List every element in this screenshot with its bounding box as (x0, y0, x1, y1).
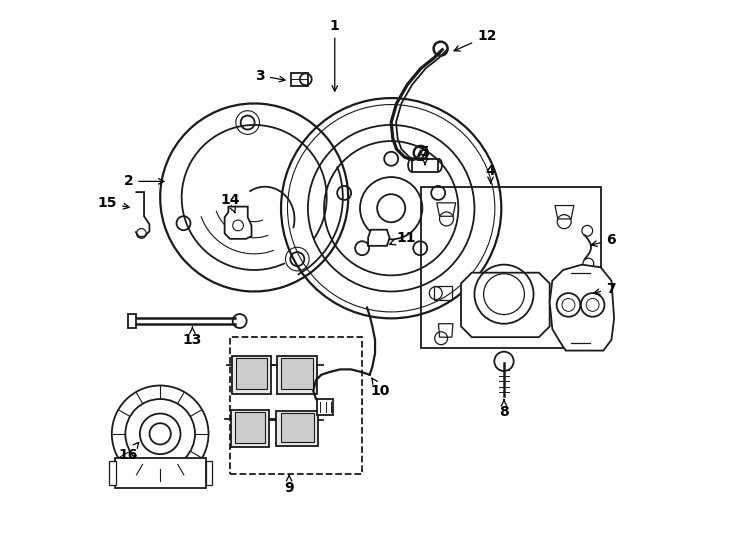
Bar (421, 187, 600, 348)
Polygon shape (236, 358, 266, 389)
Polygon shape (136, 192, 150, 237)
Text: 15: 15 (98, 196, 129, 210)
Text: 12: 12 (454, 29, 497, 51)
Polygon shape (280, 413, 314, 442)
Text: 5: 5 (420, 145, 430, 165)
Polygon shape (368, 230, 390, 246)
Polygon shape (235, 412, 265, 443)
Polygon shape (225, 207, 252, 239)
Polygon shape (317, 399, 333, 415)
Bar (109, 461, 115, 485)
Text: 4: 4 (486, 164, 495, 183)
Text: 14: 14 (220, 193, 240, 213)
Bar (230, 337, 362, 474)
Polygon shape (281, 358, 313, 389)
Text: 13: 13 (183, 327, 202, 347)
Bar (206, 461, 212, 485)
Text: 10: 10 (371, 378, 390, 398)
Polygon shape (230, 410, 269, 447)
Text: 8: 8 (499, 400, 509, 420)
Text: 3: 3 (255, 69, 285, 83)
Polygon shape (461, 273, 550, 337)
Polygon shape (550, 265, 614, 350)
Text: 2: 2 (123, 174, 164, 188)
Polygon shape (232, 356, 271, 394)
Text: 7: 7 (594, 282, 616, 296)
Text: 16: 16 (118, 442, 139, 462)
Polygon shape (276, 411, 318, 446)
Bar (115, 458, 206, 488)
Text: 11: 11 (390, 231, 416, 245)
Text: 6: 6 (592, 233, 616, 247)
Polygon shape (277, 356, 317, 394)
Polygon shape (128, 314, 136, 328)
Text: 1: 1 (330, 18, 340, 91)
Text: 9: 9 (284, 475, 294, 495)
